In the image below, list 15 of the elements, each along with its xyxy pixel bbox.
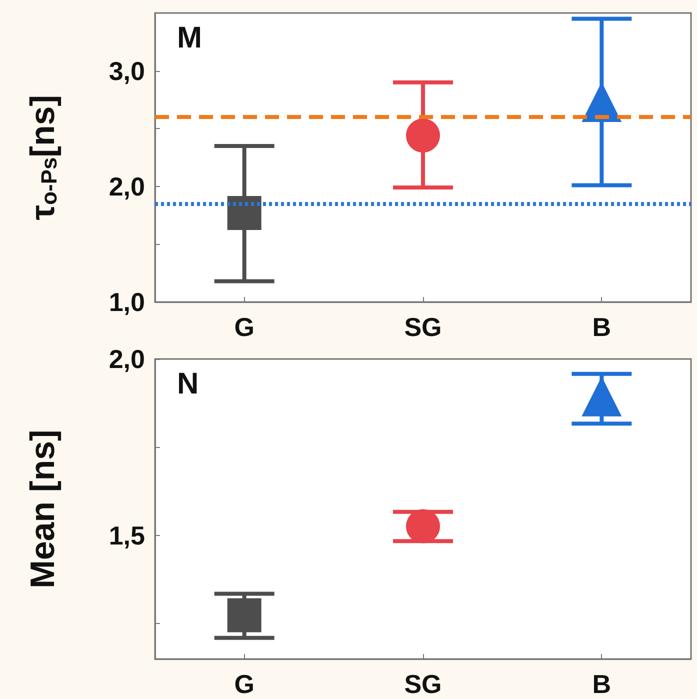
x-tick-label: B [592,669,612,699]
x-tick-label: G [234,312,254,342]
x-tick-label: SG [404,312,442,342]
y-tick-label: 1,5 [108,520,145,550]
y-axis-title: τo-Ps[ns] [24,94,62,220]
annotation: N [177,368,199,400]
x-tick-label: SG [404,669,442,699]
annotation: M [177,22,202,54]
y-tick-label: 2,0 [108,344,145,374]
x-tick-label: G [234,669,254,699]
y-tick-label: 1,0 [108,287,145,317]
y-tick-label: 2,0 [108,171,145,202]
x-tick-label: B [592,312,612,342]
y-axis-title: Mean [ns] [24,430,62,588]
y-tick-label: 3,0 [108,56,145,86]
